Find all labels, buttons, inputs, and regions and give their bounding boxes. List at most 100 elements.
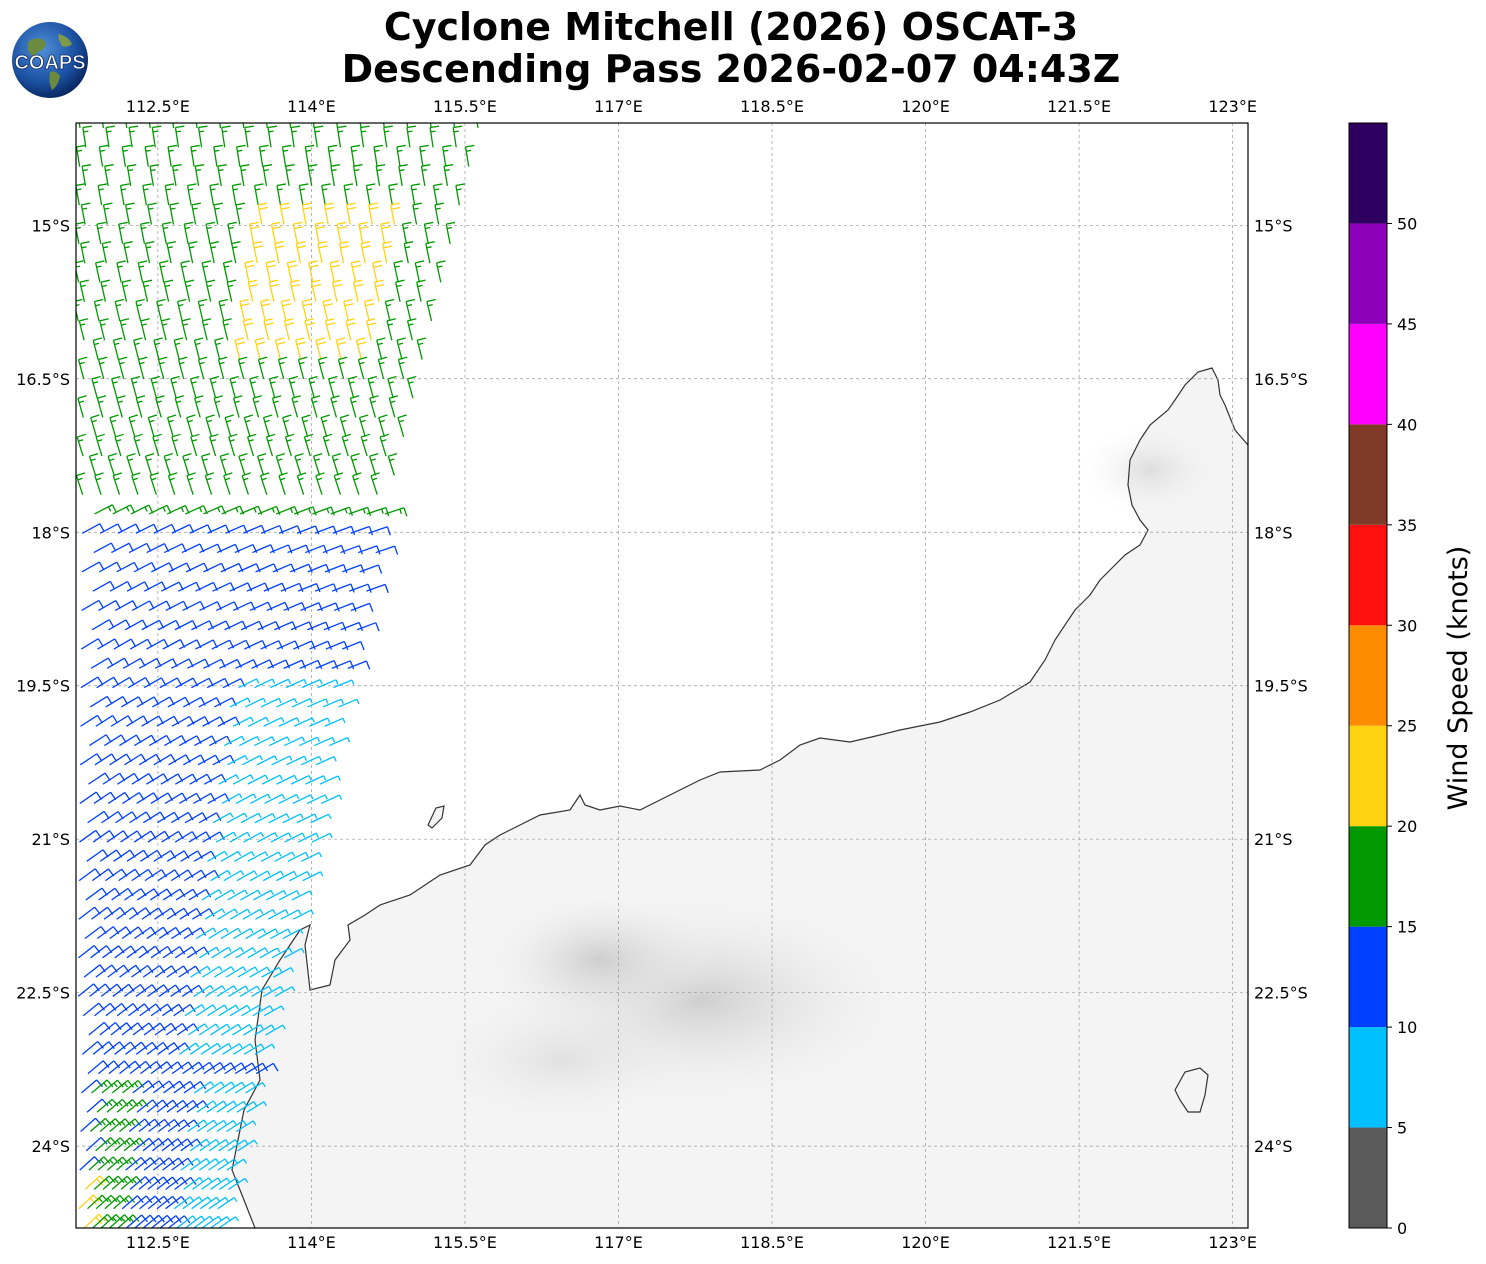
wind-barb: [101, 1079, 124, 1094]
wind-barb: [247, 947, 269, 959]
wind-barb: [204, 1081, 225, 1094]
wind-barb: [177, 356, 188, 380]
title-line-2: Descending Pass 2026-02-07 04:43Z: [341, 47, 1121, 91]
wind-barb: [210, 1216, 231, 1228]
wind-barb: [99, 523, 123, 534]
lat-tick-left: 19.5°S: [16, 677, 70, 696]
wind-barb: [213, 144, 223, 167]
wind-barb: [380, 221, 391, 244]
wind-barb: [324, 318, 336, 341]
wind-barb: [312, 452, 323, 476]
wind-barb: [255, 908, 276, 920]
wind-barb: [191, 1196, 212, 1210]
wind-barb: [80, 202, 91, 225]
wind-barb: [94, 504, 118, 515]
wind-barb: [218, 774, 240, 785]
wind-barb: [294, 506, 317, 516]
wind-barb: [338, 698, 360, 708]
wind-barb: [88, 1156, 111, 1171]
wind-barb: [229, 908, 251, 920]
wind-barb: [302, 871, 324, 882]
wind-barb: [276, 870, 297, 882]
wind-barb: [117, 1214, 140, 1228]
wind-barb: [217, 1158, 238, 1171]
wind-barb: [263, 716, 285, 727]
wind-barb: [117, 523, 141, 534]
wind-barb: [213, 1062, 237, 1075]
wind-barb: [278, 793, 300, 805]
wind-barb: [149, 164, 159, 187]
wind-barb: [268, 375, 279, 399]
wind-barb: [195, 1004, 217, 1017]
wind-barb: [171, 433, 181, 457]
wind-barb: [186, 472, 196, 495]
wind-barb: [301, 414, 311, 437]
wind-barb: [406, 123, 409, 129]
wind-barb: [189, 375, 200, 399]
wind-barb: [144, 144, 155, 167]
map-area[interactable]: [74, 107, 1248, 1228]
wind-barb: [304, 318, 315, 341]
wind-barb: [203, 1061, 226, 1075]
wind-barb: [420, 164, 431, 187]
wind-barb: [152, 433, 162, 457]
wind-barb: [274, 851, 296, 862]
wind-barb: [142, 1080, 165, 1094]
wind-barb: [295, 241, 307, 264]
wind-barb: [209, 183, 219, 206]
wind-barb: [153, 337, 163, 360]
wind-barb: [268, 736, 291, 747]
wind-barb: [290, 563, 313, 573]
wind-barb: [100, 1214, 123, 1228]
wind-barb: [278, 717, 300, 727]
wind-barb: [109, 414, 119, 437]
wind-barb: [170, 984, 193, 997]
wind-barb: [111, 1079, 134, 1094]
wind-barb: [198, 1158, 220, 1171]
wind-barb: [315, 472, 325, 495]
wind-barb: [289, 123, 292, 129]
wind-barb: [375, 545, 399, 555]
wind-barb: [216, 985, 238, 997]
wind-barb: [314, 525, 338, 535]
wind-barb: [184, 1004, 205, 1017]
colorbar-tick-label: 15: [1397, 918, 1417, 937]
wind-barb: [78, 123, 81, 129]
wind-barb: [107, 452, 117, 476]
wind-barb: [236, 1101, 258, 1113]
wind-barb: [214, 1081, 235, 1094]
wind-barb: [251, 985, 272, 997]
lon-tick-top: 121.5°E: [1047, 97, 1111, 116]
wind-barb: [83, 1213, 106, 1228]
wind-barb: [296, 525, 320, 535]
wind-barb: [390, 202, 401, 225]
wind-barb: [76, 433, 86, 457]
wind-barb: [78, 318, 89, 341]
wind-barb: [144, 452, 155, 476]
wind-barb: [180, 1157, 201, 1171]
wind-barb: [152, 1138, 175, 1152]
lat-tick-left: 24°S: [31, 1137, 70, 1156]
wind-barb: [296, 813, 318, 824]
wind-barb: [312, 506, 335, 516]
wind-barb: [217, 1197, 238, 1210]
wind-barb: [305, 775, 327, 785]
wind-barb: [201, 1215, 222, 1228]
wind-barb: [303, 433, 314, 457]
wind-barb: [301, 679, 323, 689]
lat-tick-right: 15°S: [1254, 216, 1293, 235]
wind-barb: [198, 1023, 220, 1036]
wind-barb: [123, 1137, 146, 1152]
wind-barb: [76, 298, 83, 322]
wind-barb: [95, 715, 119, 727]
wind-barb: [218, 1139, 239, 1152]
wind-barb: [205, 279, 216, 302]
wind-barb: [410, 183, 421, 206]
wind-barb: [130, 1195, 153, 1210]
wind-barb: [176, 298, 187, 322]
wind-barb: [210, 869, 231, 882]
wind-barb: [104, 1137, 127, 1152]
wind-barb: [298, 183, 309, 206]
wind-barb: [256, 832, 278, 843]
wind-barb: [147, 1195, 171, 1210]
